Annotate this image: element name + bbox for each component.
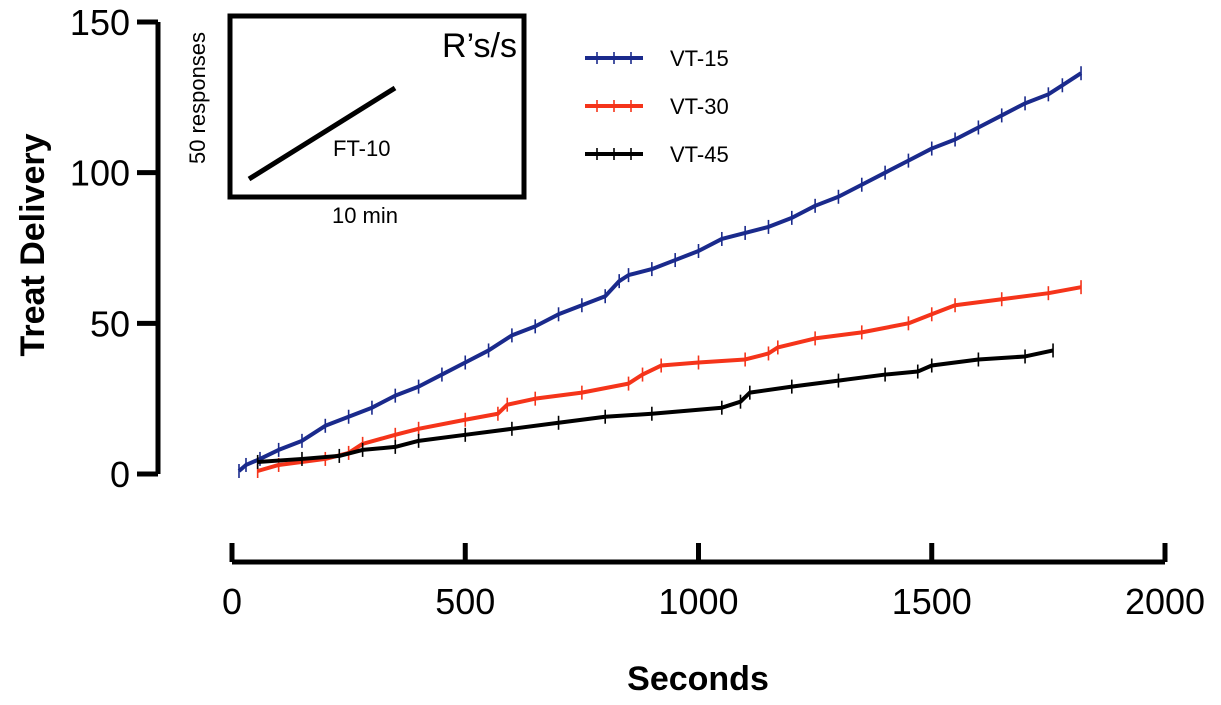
inset-x-label: 10 min <box>332 203 398 228</box>
series-vt-45 <box>256 343 1054 469</box>
inset-corner-label: R’s/s <box>442 27 517 65</box>
inset: FT-10 R’s/s 10 min 50 responses <box>185 13 527 228</box>
y-ticks: 0 50 100 150 <box>70 2 158 495</box>
legend-label: VT-45 <box>670 142 729 167</box>
series-vt-30 <box>256 280 1082 478</box>
legend-item: VT-45 <box>585 142 729 167</box>
x-tick-label: 1500 <box>892 581 972 622</box>
x-ticks: 0 500 1000 1500 2000 <box>222 543 1205 622</box>
y-tick-label: 100 <box>70 153 130 194</box>
y-tick-label: 0 <box>110 454 130 495</box>
legend-item: VT-30 <box>585 94 729 119</box>
x-tick-label: 1000 <box>658 581 738 622</box>
x-tick-label: 2000 <box>1125 581 1205 622</box>
y-axis-title: Treat Delivery <box>14 133 52 356</box>
legend-label: VT-15 <box>670 46 729 71</box>
legend-label: VT-30 <box>670 94 729 119</box>
x-tick-label: 500 <box>435 581 495 622</box>
inset-line <box>247 85 397 182</box>
inset-frame <box>227 13 527 200</box>
y-tick-label: 150 <box>70 2 130 43</box>
x-axis-title: Seconds <box>627 660 769 698</box>
inset-line-label: FT-10 <box>333 136 390 161</box>
inset-y-label: 50 responses <box>185 32 210 164</box>
y-tick-label: 50 <box>90 303 130 344</box>
legend: VT-15 VT-30 VT-45 <box>585 46 729 167</box>
legend-item: VT-15 <box>585 46 729 71</box>
series-layer <box>237 66 1083 478</box>
series-line <box>237 71 1083 473</box>
series-line <box>257 285 1082 473</box>
series-line <box>257 348 1054 464</box>
x-tick-label: 0 <box>222 581 242 622</box>
series-vt-15 <box>237 66 1083 478</box>
